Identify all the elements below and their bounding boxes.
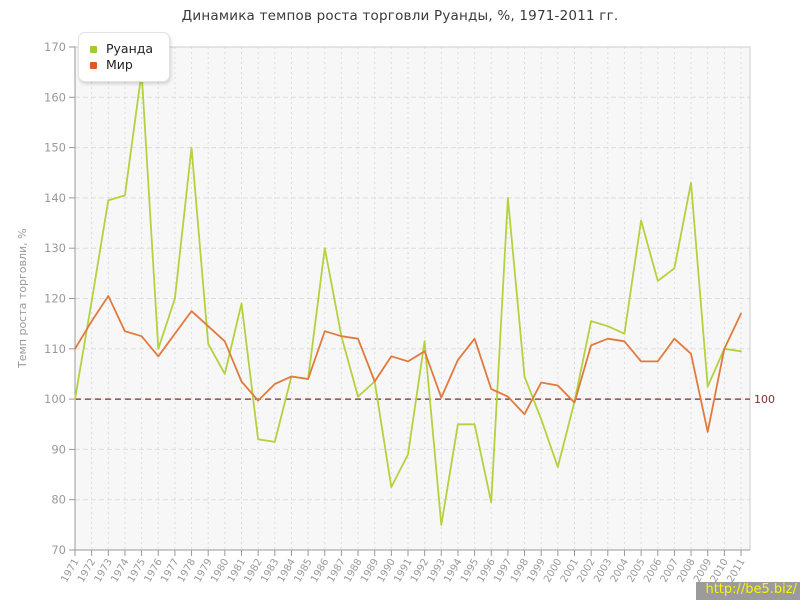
legend-box: Руанда Мир <box>78 32 171 82</box>
y-tick-label: 140 <box>44 191 66 205</box>
legend-item-rwanda: Руанда <box>90 42 153 56</box>
y-tick-label: 100 <box>44 392 66 406</box>
world-series-swatch-icon <box>90 61 97 69</box>
legend-label-rwanda: Руанда <box>106 41 154 56</box>
y-tick-label: 90 <box>51 442 66 456</box>
series-line-1 <box>74 295 742 433</box>
y-tick-label: 130 <box>44 241 66 255</box>
y-tick-label: 150 <box>44 141 66 155</box>
series-line-0 <box>74 71 742 526</box>
y-tick-label: 160 <box>44 90 66 104</box>
chart-title: Динамика темпов роста торговли Руанды, %… <box>181 8 619 24</box>
y-tick-label: 170 <box>44 40 66 54</box>
watermark-link[interactable]: http://be5.biz/ <box>696 582 800 600</box>
x-tick-label: 2011 <box>725 557 747 585</box>
y-tick-label: 70 <box>51 543 66 557</box>
rwanda-series-swatch-icon <box>90 45 97 53</box>
legend-label-world: Мир <box>106 57 133 72</box>
legend-item-world: Мир <box>90 58 153 72</box>
y-tick-label: 80 <box>51 493 66 507</box>
y-tick-label: 120 <box>44 292 66 306</box>
reference-line-label: 100 <box>754 393 775 406</box>
y-tick-label: 110 <box>44 342 66 356</box>
